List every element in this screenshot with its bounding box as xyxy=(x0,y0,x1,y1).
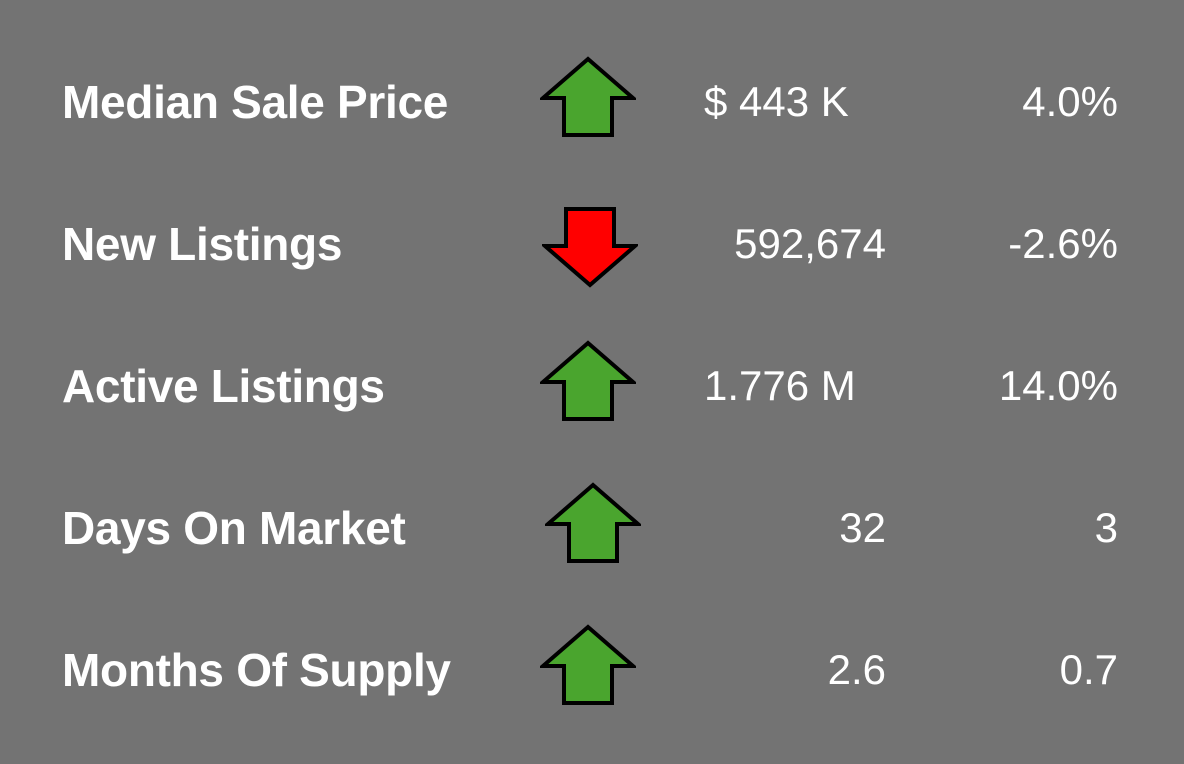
metric-label: Active Listings xyxy=(62,360,385,412)
metric-change: -2.6% xyxy=(1008,220,1118,267)
metric-value: 32 xyxy=(839,504,886,551)
up-arrow-icon xyxy=(545,482,641,564)
metric-change: 0.7 xyxy=(1059,646,1118,693)
metric-label: New Listings xyxy=(62,218,343,270)
up-arrow-icon xyxy=(540,624,636,706)
metric-row-new-listings: New Listings 592,674 -2.6% xyxy=(0,194,1184,294)
metric-label: Months Of Supply xyxy=(62,644,451,696)
up-arrow-icon xyxy=(540,340,636,422)
metric-row-median-sale-price: Median Sale Price $ 443 K 4.0% xyxy=(0,52,1184,152)
metric-change: 14.0% xyxy=(998,362,1118,409)
metric-label: Days On Market xyxy=(62,502,406,554)
metric-value: 2.6 xyxy=(827,646,886,693)
down-arrow-icon xyxy=(542,206,638,288)
up-arrow-icon xyxy=(540,56,636,138)
metric-row-days-on-market: Days On Market 32 3 xyxy=(0,478,1184,578)
metric-label: Median Sale Price xyxy=(62,76,449,128)
metric-value: 1.776 M xyxy=(704,362,856,409)
metric-row-months-of-supply: Months Of Supply 2.6 0.7 xyxy=(0,620,1184,720)
metric-value: $ 443 K xyxy=(704,78,849,125)
metric-change: 3 xyxy=(1094,504,1118,551)
metric-value: 592,674 xyxy=(734,220,886,267)
metric-row-active-listings: Active Listings 1.776 M 14.0% xyxy=(0,336,1184,436)
metric-change: 4.0% xyxy=(1022,78,1118,125)
